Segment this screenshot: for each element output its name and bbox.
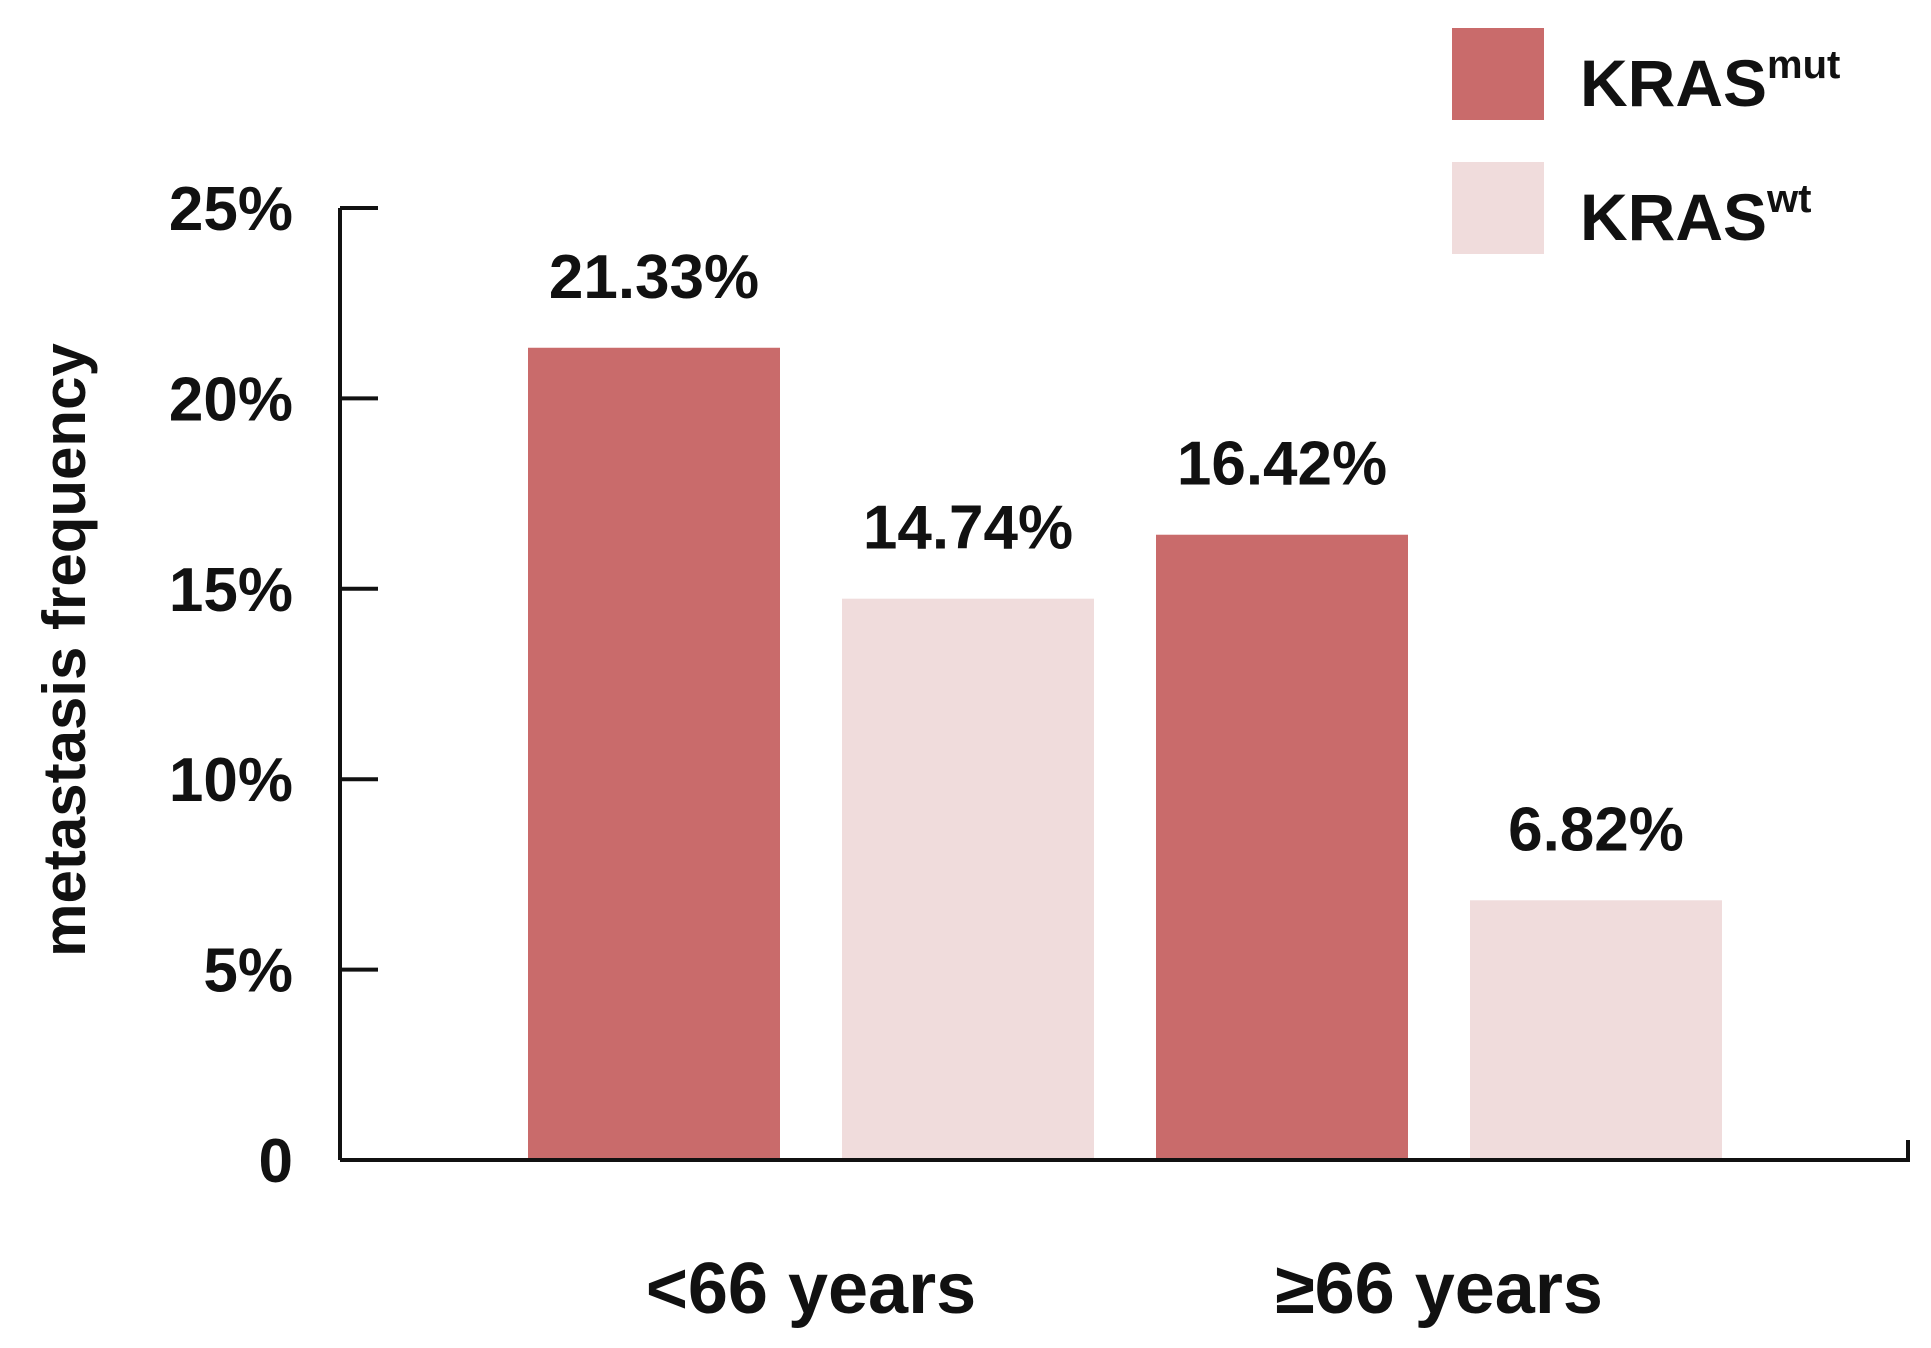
x-axis-line — [340, 1140, 1910, 1162]
y-axis-ticks: 0 5% 10% 15% 20% 25% — [169, 175, 378, 1196]
legend-swatch-mut — [1452, 28, 1544, 120]
bar-value-label: 16.42% — [1177, 430, 1387, 499]
bar-mut-0 — [528, 347, 780, 1160]
bar-value-label: 14.74% — [863, 494, 1073, 563]
y-axis-title: metastasis frequency — [31, 343, 98, 957]
y-tick-label: 10% — [169, 746, 293, 815]
legend-swatch-wt — [1452, 162, 1544, 254]
legend-label-mut: KRASmut — [1580, 43, 1840, 120]
x-category-label: <66 years — [646, 1249, 976, 1329]
x-category-label: ≥66 years — [1275, 1249, 1603, 1329]
legend-label-base: KRAS — [1580, 180, 1767, 254]
bars — [528, 347, 1722, 1160]
y-tick-label: 20% — [169, 365, 293, 434]
y-tick-label: 0 — [259, 1127, 293, 1196]
y-tick-label: 25% — [169, 175, 293, 244]
legend-label-base: KRAS — [1580, 46, 1767, 120]
legend-label-wt: KRASwt — [1580, 177, 1811, 254]
bar-wt-0 — [842, 598, 1094, 1160]
y-tick-label: 5% — [203, 937, 293, 1006]
bar-value-label: 21.33% — [549, 243, 759, 312]
category-labels: <66 years ≥66 years — [646, 1249, 1603, 1329]
y-tick-label: 15% — [169, 556, 293, 625]
legend-label-superscript: wt — [1766, 177, 1811, 221]
bar-mut-1 — [1156, 534, 1408, 1160]
bar-wt-1 — [1470, 900, 1722, 1160]
bar-value-label: 6.82% — [1508, 795, 1684, 864]
legend-label-superscript: mut — [1767, 43, 1840, 87]
data-labels: 21.33% 14.74% 16.42% 6.82% — [549, 243, 1684, 865]
